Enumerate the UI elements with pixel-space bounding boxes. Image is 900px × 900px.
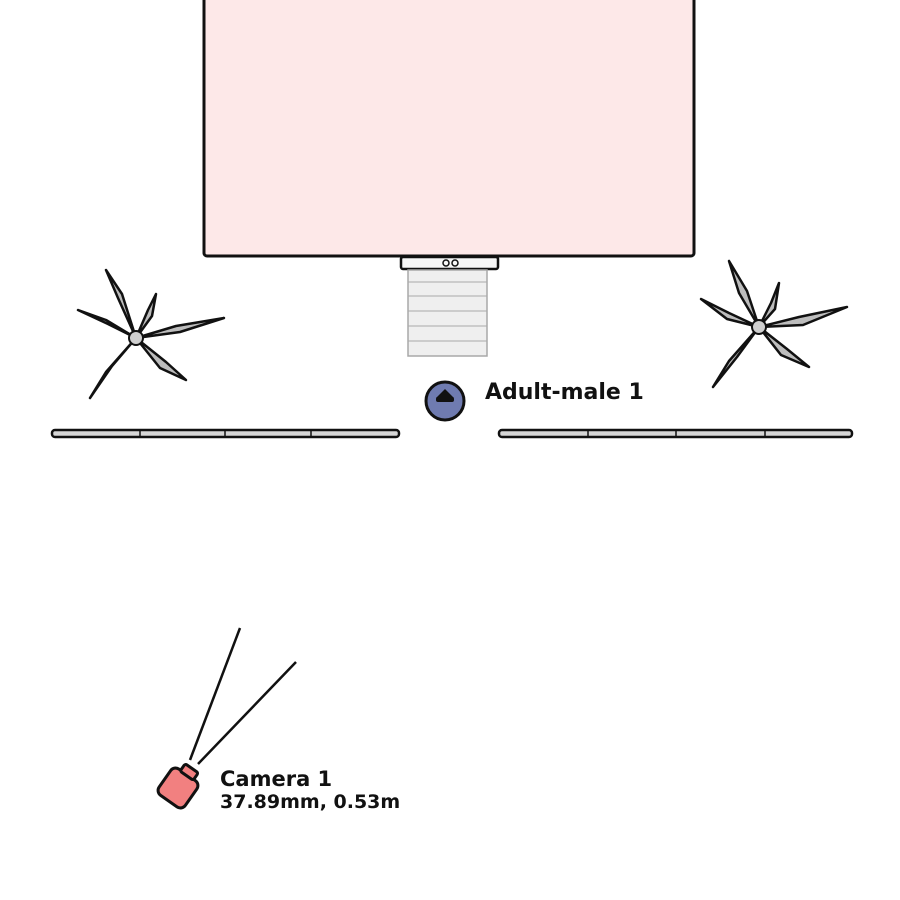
person-marker-icon[interactable] <box>424 380 466 422</box>
entrance-steps <box>407 269 488 357</box>
camera-label: Camera 1 <box>220 767 332 791</box>
camera-view-cone <box>188 627 297 765</box>
actor-label: Adult-male 1 <box>485 380 644 405</box>
door <box>399 255 500 271</box>
palm-tree-icon <box>76 268 226 400</box>
fence-icon <box>50 428 401 439</box>
palm-tree-icon <box>699 259 849 389</box>
camera-icon[interactable] <box>156 759 205 810</box>
camera-details: 37.89mm, 0.53m <box>220 791 400 813</box>
building <box>202 0 696 258</box>
fence-icon <box>497 428 854 439</box>
